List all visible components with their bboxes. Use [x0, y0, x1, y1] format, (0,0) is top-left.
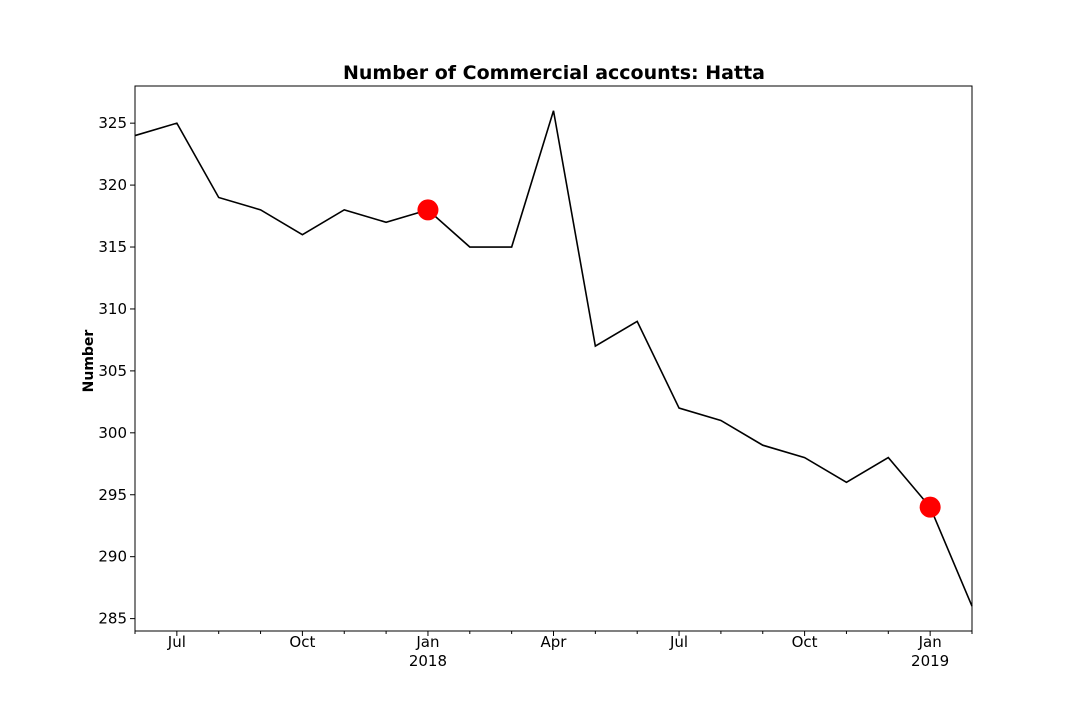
y-axis-label: Number — [81, 330, 97, 393]
y-tick-label: 305 — [98, 362, 127, 380]
x-tick-label: Jul — [669, 633, 688, 651]
y-tick-label: 320 — [98, 176, 127, 194]
y-tick-label: 300 — [98, 424, 127, 442]
series-line — [134, 110, 973, 607]
x-tick-label: Jan — [415, 633, 439, 651]
series-layer — [134, 110, 973, 607]
y-tick-label: 290 — [98, 548, 127, 566]
plot-frame — [134, 85, 973, 632]
y-tick-label: 325 — [98, 114, 127, 132]
y-tick-label: 315 — [98, 238, 127, 256]
x-tick-label: Apr — [541, 633, 568, 651]
highlight-point — [919, 496, 941, 518]
x-tick-label: Oct — [289, 633, 315, 651]
y-axis: 285 290 295 300 305 310 315 320 325 — [98, 114, 135, 628]
x-tick-label: Jan — [918, 633, 942, 651]
y-tick-label: 310 — [98, 300, 127, 318]
y-tick-label: 285 — [98, 610, 127, 628]
x-tick-label: Oct — [792, 633, 818, 651]
x-tick-year-label: 2019 — [911, 652, 949, 670]
highlight-point — [417, 199, 439, 221]
x-tick-label: Jul — [167, 633, 186, 651]
chart-title: Number of Commercial accounts: Hatta — [343, 62, 765, 84]
x-tick-year-label: 2018 — [409, 652, 447, 670]
highlight-layer — [417, 199, 941, 518]
y-tick-label: 295 — [98, 486, 127, 504]
